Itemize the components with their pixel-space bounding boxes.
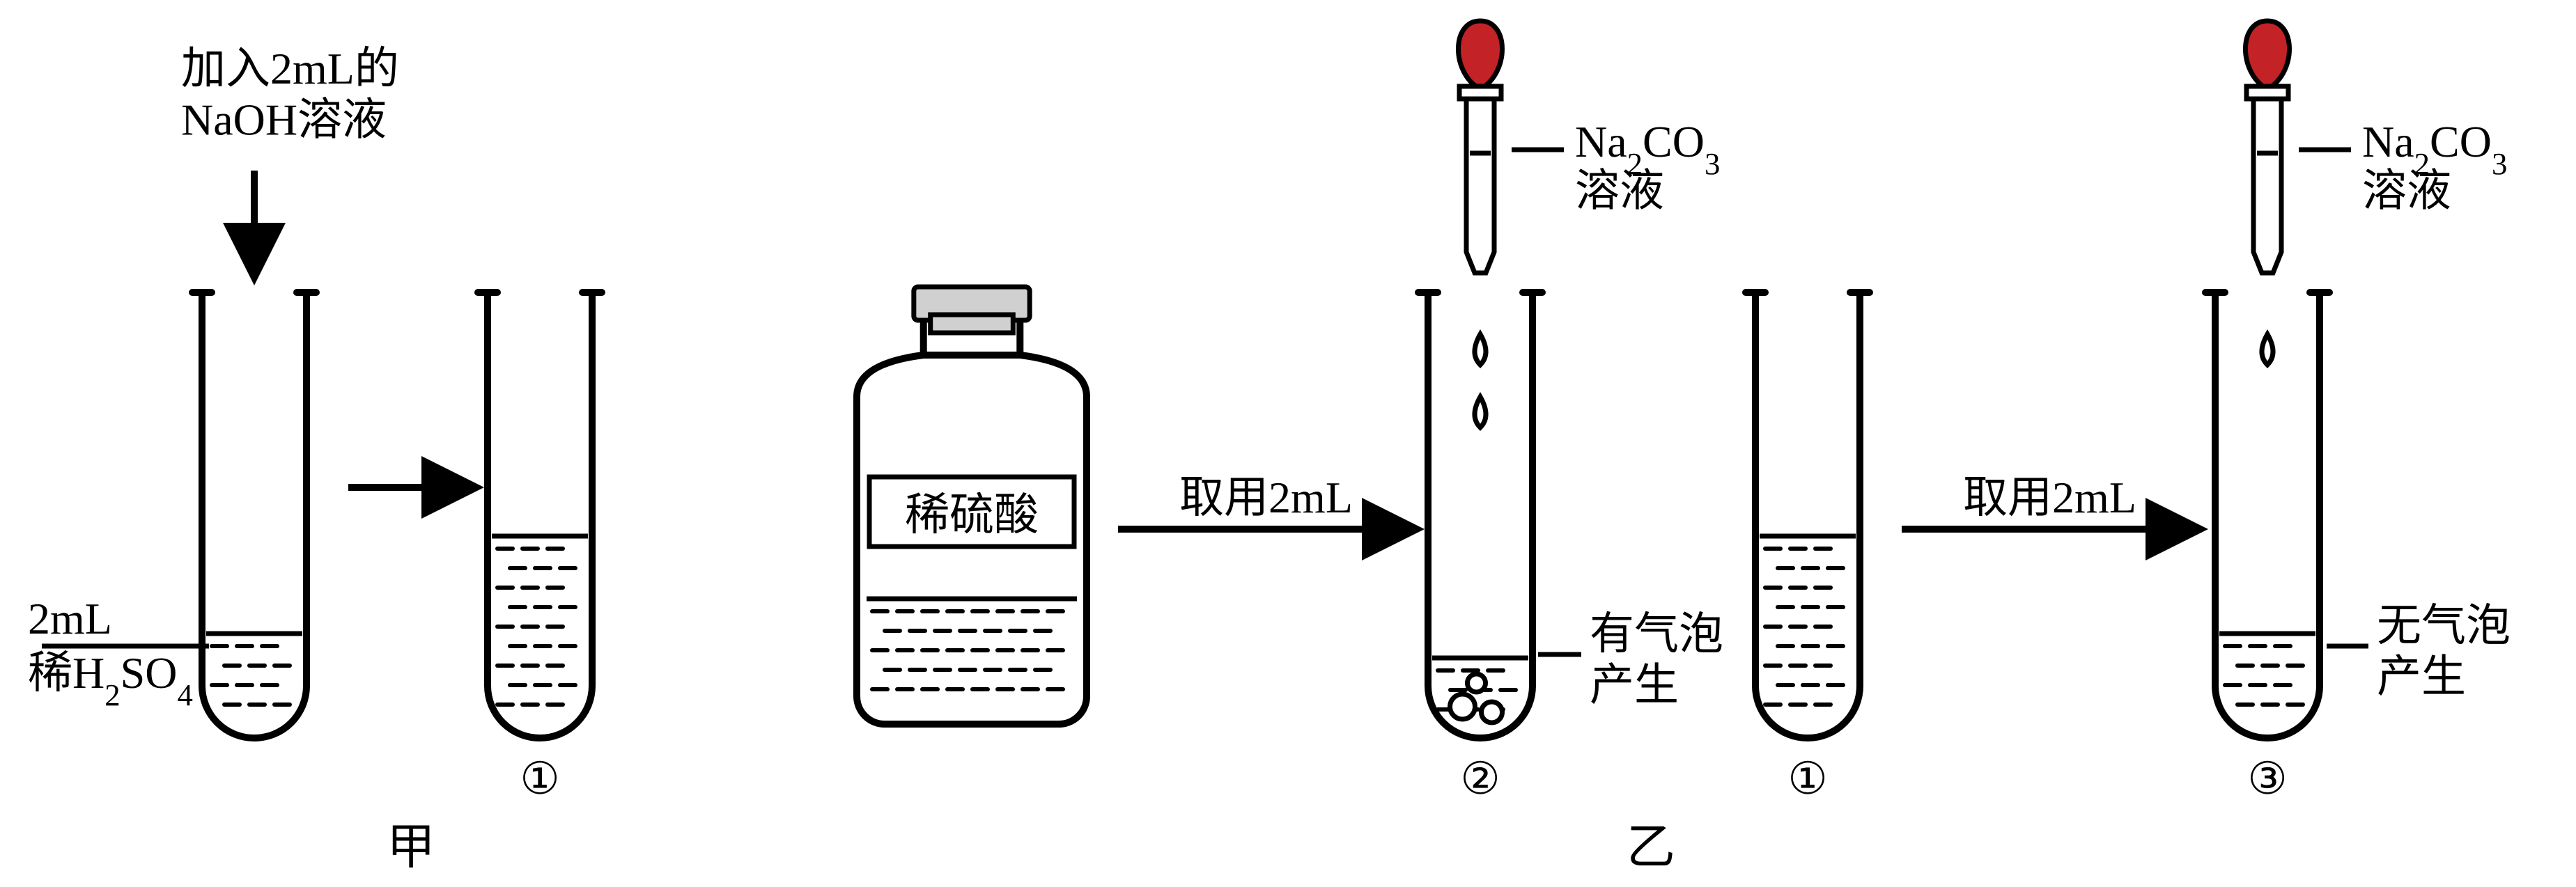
label-h2so4: 稀H2SO4	[28, 648, 193, 712]
tube-index-label: ③	[2247, 754, 2287, 803]
dropper-icon	[2246, 21, 2290, 273]
label-bubbles: 有气泡产生	[1590, 609, 1723, 710]
tube-1a: ①	[478, 292, 602, 803]
arrow: 取用2mL	[1118, 473, 1414, 529]
tube-1b: ①	[1746, 292, 1870, 803]
section-a-label: 甲	[387, 821, 435, 874]
label-na2co3-b-line2: 溶液	[2362, 166, 2451, 215]
bottle-label: 稀硫酸	[905, 490, 1039, 540]
arrow-label: 取用2mL	[1179, 473, 1353, 522]
tube-2: ②	[1418, 292, 1542, 803]
add-naoh-label: 加入2mL的NaOH溶液	[181, 44, 399, 145]
label-nobubbles: 无气泡产生	[2377, 601, 2511, 702]
tube-index-label: ①	[1787, 754, 1827, 803]
section-b-label: 乙	[1627, 821, 1675, 874]
tube-index-label: ①	[520, 754, 559, 803]
arrow: 取用2mL	[1902, 473, 2198, 529]
arrow-label: 取用2mL	[1963, 473, 2136, 522]
label-na2co3-a-line2: 溶液	[1575, 166, 1664, 215]
label-2ml: 2mL	[28, 594, 112, 643]
tube-index-label: ②	[1460, 754, 1500, 803]
tube-3: ③	[2205, 292, 2329, 803]
tube-initial	[192, 292, 316, 738]
reagent-bottle: 稀硫酸	[857, 287, 1087, 724]
dropper-icon	[1459, 21, 1503, 273]
